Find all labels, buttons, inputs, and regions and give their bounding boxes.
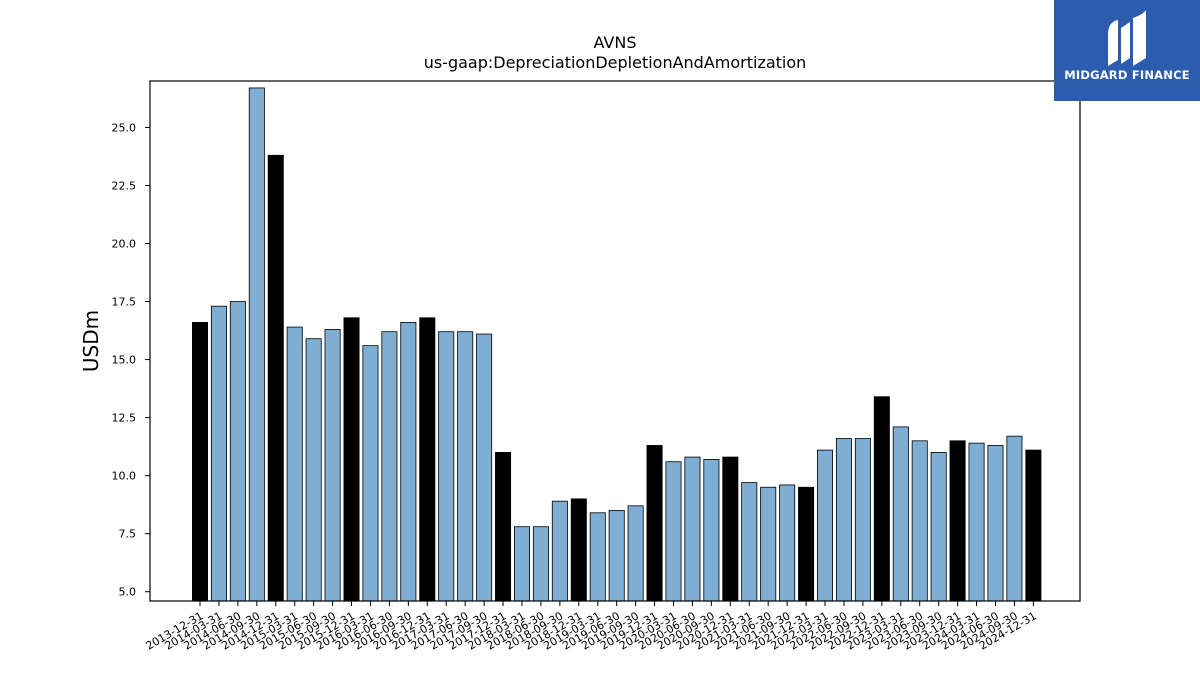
y-axis-label: USDm bbox=[79, 310, 103, 372]
bar-2014-09-30 bbox=[248, 87, 265, 602]
y-tick-label: 22.5 bbox=[112, 179, 137, 192]
bar-2018-06-30 bbox=[532, 526, 549, 602]
bar-2022-06-30 bbox=[835, 438, 852, 602]
bar-2020-12-31 bbox=[722, 456, 739, 602]
bar-2023-09-30 bbox=[930, 452, 947, 602]
logo-mark-icon bbox=[1108, 10, 1146, 66]
bar-2021-06-30 bbox=[760, 486, 777, 602]
chart-title: AVNS bbox=[594, 33, 637, 52]
bar-2024-12-31 bbox=[1025, 449, 1042, 602]
bar-2019-09-30 bbox=[627, 505, 644, 602]
y-tick-label: 5.0 bbox=[119, 586, 137, 599]
logo-text: MIDGARD FINANCE bbox=[1064, 68, 1190, 82]
bar-2021-09-30 bbox=[779, 484, 796, 602]
bar-2015-03-31 bbox=[286, 326, 303, 602]
y-tick-label: 15.0 bbox=[112, 354, 137, 367]
y-tick-label: 17.5 bbox=[112, 296, 137, 309]
bar-2015-09-30 bbox=[324, 328, 341, 602]
bar-2023-06-30 bbox=[911, 440, 928, 602]
x-axis: 2013-12-312014-03-312014-06-302014-09-30… bbox=[144, 601, 1039, 653]
bar-2018-09-30 bbox=[551, 500, 568, 602]
bar-2017-03-31 bbox=[438, 331, 455, 602]
bar-2022-03-31 bbox=[817, 449, 834, 602]
y-tick-label: 25.0 bbox=[112, 121, 137, 134]
y-tick-label: 10.0 bbox=[112, 470, 137, 483]
bar-2023-12-31 bbox=[949, 440, 966, 602]
bar-2020-06-30 bbox=[684, 456, 701, 602]
bar-2016-12-31 bbox=[419, 317, 436, 602]
chart-subtitle: us-gaap:DepreciationDepletionAndAmortiza… bbox=[424, 53, 807, 72]
bar-2017-06-30 bbox=[457, 331, 474, 602]
plot-frame bbox=[149, 80, 1081, 602]
bar-2016-09-30 bbox=[400, 322, 417, 602]
bar-2022-12-31 bbox=[873, 396, 890, 602]
bar-2014-03-31 bbox=[210, 305, 227, 602]
bar-2015-12-31 bbox=[343, 317, 360, 602]
bar-2018-03-31 bbox=[513, 526, 530, 602]
bar-2016-06-30 bbox=[381, 331, 398, 602]
bar-2019-03-31 bbox=[589, 512, 606, 602]
bar-2017-09-30 bbox=[476, 333, 493, 602]
bar-2014-06-30 bbox=[229, 301, 246, 602]
bar-2016-03-31 bbox=[362, 345, 379, 602]
bar-2022-09-30 bbox=[854, 438, 871, 602]
bar-2013-12-31 bbox=[191, 322, 208, 602]
bar-2024-09-30 bbox=[1006, 435, 1023, 602]
bar-2020-09-30 bbox=[703, 458, 720, 602]
bar-2018-12-31 bbox=[570, 498, 587, 602]
y-tick-label: 20.0 bbox=[112, 238, 137, 251]
bar-2021-12-31 bbox=[798, 486, 815, 602]
bar-2014-12-31 bbox=[267, 154, 284, 602]
bar-2024-06-30 bbox=[987, 445, 1004, 602]
bar-2019-12-31 bbox=[646, 445, 663, 602]
bar-2019-06-30 bbox=[608, 510, 625, 602]
midgard-finance-logo: MIDGARD FINANCE bbox=[1054, 0, 1200, 101]
bars-group bbox=[191, 87, 1042, 602]
y-tick-label: 7.5 bbox=[119, 528, 137, 541]
y-axis: 5.0 7.5 10.0 12.5 15.0 17.5 20.0 22.5 25.0 bbox=[112, 121, 150, 599]
bar-2017-12-31 bbox=[495, 452, 512, 602]
bar-2020-03-31 bbox=[665, 461, 682, 602]
y-tick-label: 12.5 bbox=[112, 412, 137, 425]
bar-2015-06-30 bbox=[305, 338, 322, 602]
bar-2021-03-31 bbox=[741, 482, 758, 602]
bar-2023-03-31 bbox=[892, 426, 909, 602]
bar-2024-03-31 bbox=[968, 442, 985, 602]
